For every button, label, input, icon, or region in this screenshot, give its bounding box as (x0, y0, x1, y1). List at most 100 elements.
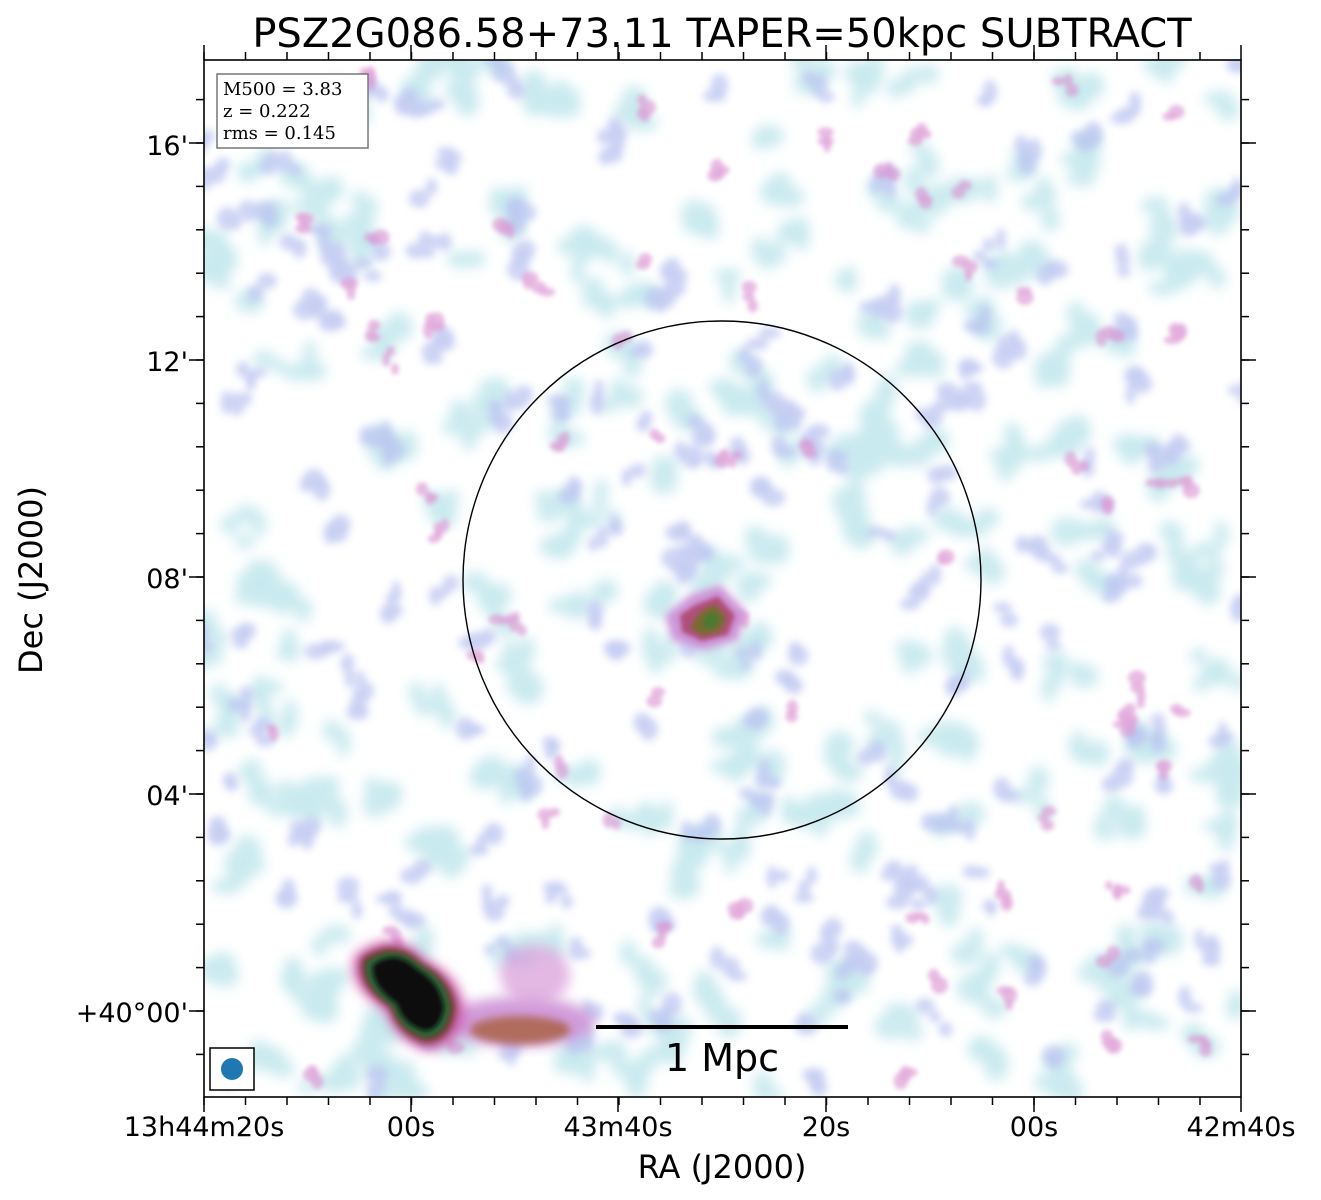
noise-blob (336, 876, 360, 896)
noise-blob (681, 819, 692, 842)
noise-blob (481, 883, 493, 903)
noise-blob (874, 1013, 905, 1040)
noise-blob (638, 252, 653, 265)
noise-blob (845, 60, 875, 87)
noise-blob (964, 555, 986, 573)
noise-blob (237, 200, 259, 222)
noise-blob (774, 186, 806, 208)
noise-blob (1136, 698, 1146, 709)
noise-blob (1187, 1034, 1206, 1044)
noise-blob (646, 694, 663, 708)
noise-blob (236, 162, 261, 183)
noise-blob (366, 1065, 389, 1085)
noise-blob (940, 637, 963, 668)
noise-blob (1147, 280, 1179, 296)
noise-blob (511, 611, 520, 622)
noise-blob (1203, 90, 1236, 107)
noise-blob (916, 150, 940, 180)
noise-blob (872, 318, 892, 341)
noise-blob (488, 409, 505, 425)
noise-blob (982, 258, 999, 270)
noise-blob (910, 898, 927, 911)
noise-blob (281, 699, 299, 729)
noise-blob (968, 318, 990, 335)
noise-blob (1010, 658, 1023, 678)
noise-blob (1051, 76, 1066, 86)
noise-blob (1016, 290, 1034, 306)
noise-blob (234, 834, 259, 858)
noise-blob (592, 493, 607, 515)
bright-radio-galaxy (353, 941, 595, 1050)
noise-blob (927, 466, 946, 485)
noise-blob (241, 392, 252, 405)
noise-blob (902, 1067, 918, 1077)
noise-blob (766, 865, 778, 889)
noise-blob (992, 777, 1011, 800)
noise-blob (340, 653, 355, 674)
noise-blob (353, 258, 373, 269)
noise-blob (659, 262, 671, 281)
noise-blob (612, 333, 624, 350)
noise-blob (1123, 365, 1144, 387)
noise-blob (735, 804, 767, 827)
noise-blob (1003, 422, 1022, 444)
noise-blob (720, 956, 740, 978)
noise-blob (598, 579, 618, 603)
noise-blob (1239, 605, 1241, 616)
noise-blob (926, 499, 938, 516)
noise-blob (1045, 640, 1062, 651)
noise-blob (265, 799, 288, 817)
noise-blob (425, 491, 436, 505)
noise-blob (279, 233, 298, 251)
noise-blob (487, 400, 504, 411)
noise-blob (778, 220, 795, 237)
noise-blob (1108, 329, 1125, 343)
noise-blob (732, 836, 751, 863)
noise-blob (204, 240, 223, 270)
noise-blob (408, 681, 427, 704)
noise-blob (280, 628, 298, 656)
noise-blob (325, 241, 347, 263)
noise-blob (648, 1008, 673, 1025)
noise-blob (562, 377, 586, 401)
noise-blob (427, 534, 440, 544)
noise-blob (899, 597, 921, 611)
noise-blob (909, 300, 937, 322)
noise-blob (1173, 708, 1191, 718)
noise-blob (322, 719, 342, 742)
noise-blob (1039, 623, 1061, 642)
noise-blob (355, 670, 366, 683)
noise-blob (981, 174, 999, 204)
noise-blob (1116, 266, 1131, 278)
noise-blob (1188, 767, 1219, 783)
noise-blob (581, 276, 605, 297)
noise-blob (394, 913, 419, 925)
noise-blob (757, 379, 770, 402)
noise-blob (416, 60, 442, 80)
noise-blob (204, 133, 210, 152)
noise-blob (298, 361, 328, 382)
noise-blob (1137, 251, 1160, 272)
noise-blob (1114, 243, 1129, 258)
axis-ticks (189, 45, 1256, 1112)
noise-blob (742, 292, 755, 302)
noise-blob (924, 886, 939, 905)
noise-blob (1211, 868, 1232, 890)
noise-blob (588, 611, 602, 626)
noise-blob (436, 146, 456, 157)
noise-blob (423, 247, 436, 259)
noise-blob (1244, 55, 1265, 78)
noise-blob (1228, 384, 1239, 396)
noise-blob (797, 879, 811, 897)
noise-blob (385, 346, 395, 356)
noise-blob (621, 468, 632, 487)
noise-blob (639, 717, 659, 741)
noise-blob (523, 278, 534, 290)
info-redshift: z = 0.222 (223, 101, 311, 122)
noise-blob (351, 901, 363, 920)
y-axis-label: Dec (J2000) (12, 486, 50, 674)
noise-blob (1026, 766, 1050, 794)
noise-blob (1182, 482, 1200, 499)
noise-blob (517, 637, 536, 663)
noise-blob (1195, 261, 1219, 277)
